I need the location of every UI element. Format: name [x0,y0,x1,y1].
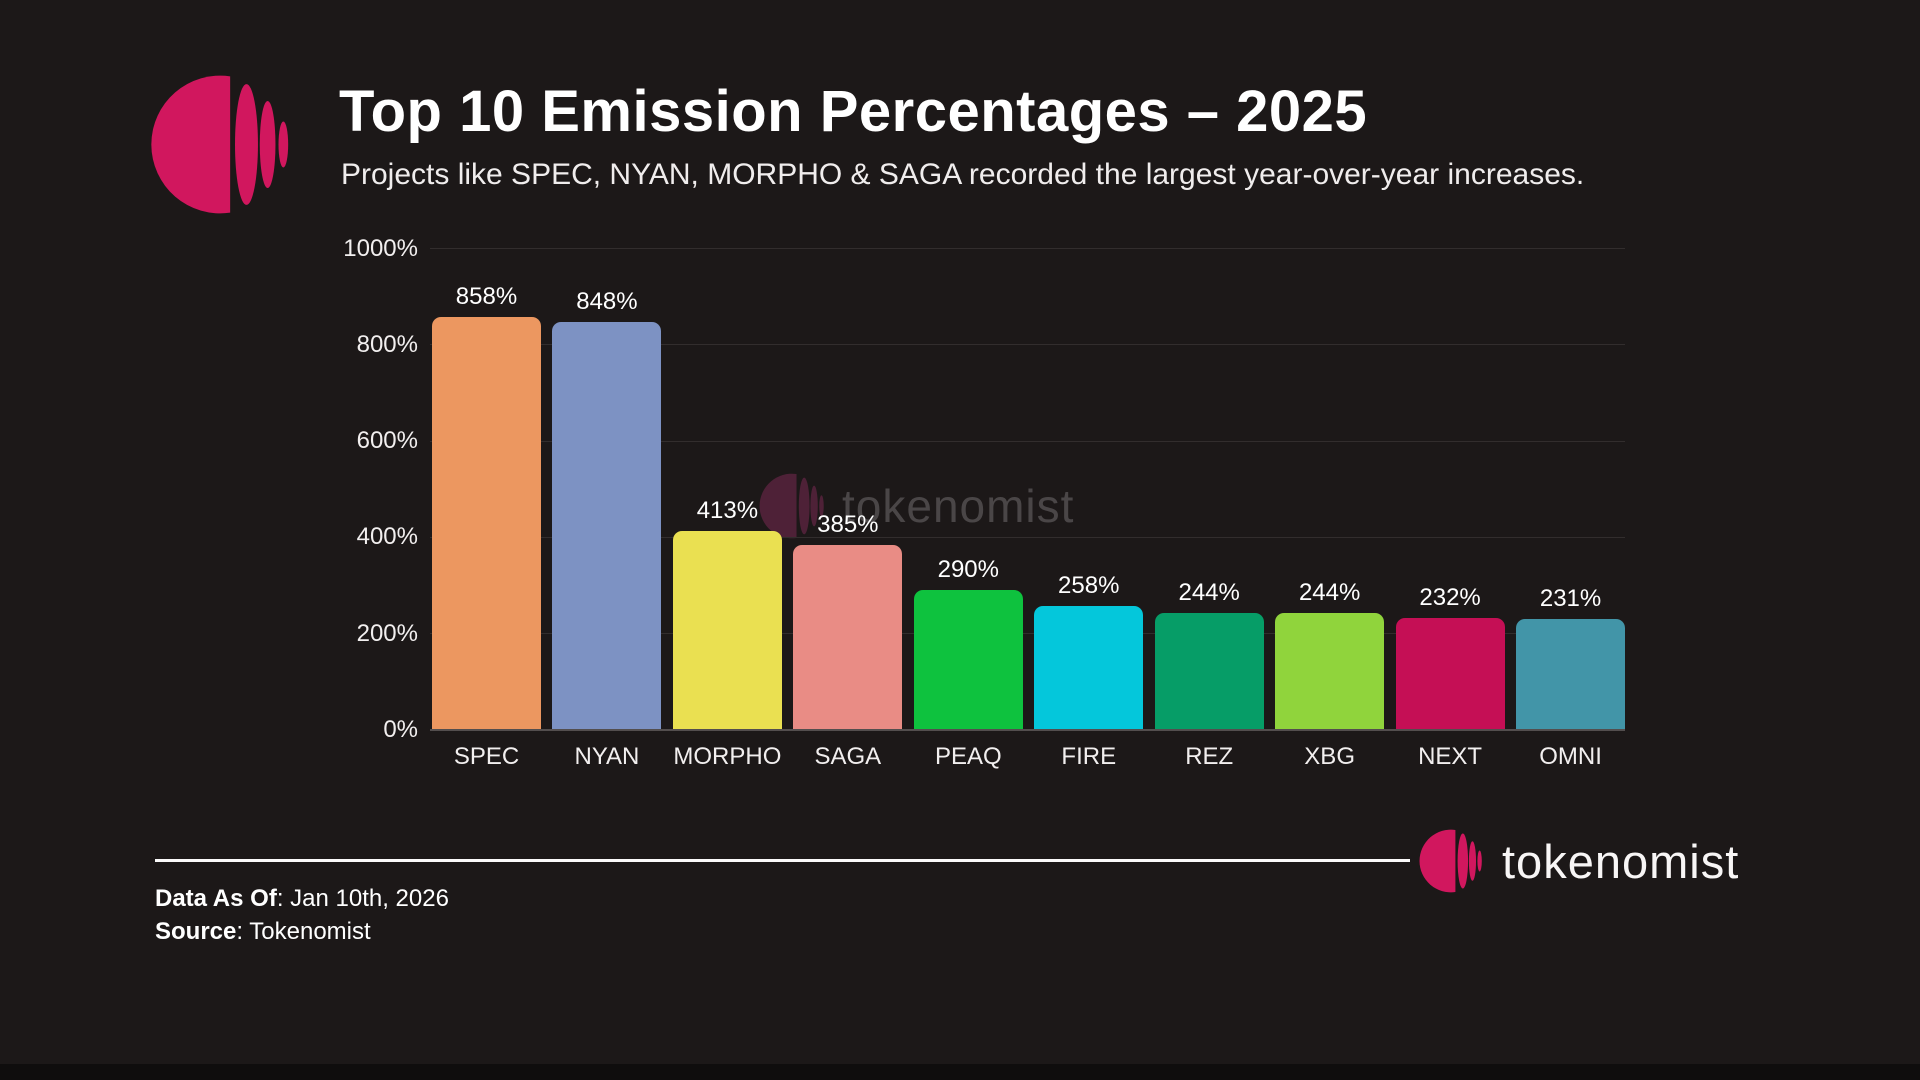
bar-value-nyan: 848% [576,287,638,315]
page-title: Top 10 Emission Percentages – 2025 [339,79,1368,144]
gridline-400 [430,536,1625,538]
x-axis-label-morpho: MORPHO [673,743,782,770]
watermark-text: tokenomist [842,480,1075,532]
bar-value-saga: 385% [817,510,879,538]
footer-meta: Data As Of: Jan 10th, 2026 Source: Token… [155,882,449,948]
data-as-of-value: : Jan 10th, 2026 [276,885,449,912]
source-value: : Tokenomist [236,918,371,945]
gridline-800 [430,344,1625,346]
x-axis-label-nyan: NYAN [574,743,640,770]
data-as-of-label: Data As Of [155,885,277,912]
footer-divider [155,859,1410,862]
bar-value-fire: 258% [1058,571,1120,599]
y-axis-label-600: 600% [356,427,418,455]
bar-value-xbg: 244% [1298,578,1361,606]
bar-value-peaq: 290% [937,556,999,584]
bar-omni [1516,618,1626,730]
x-axis-label-saga: SAGA [814,743,882,770]
y-axis-label-400: 400% [356,523,418,551]
bar-value-spec: 858% [455,282,518,310]
bar-nyan [552,321,662,730]
x-axis-label-next: NEXT [1418,743,1483,770]
bar-value-rez: 244% [1178,578,1240,606]
footer-brand: tokenomist [1418,828,1739,894]
bar-value-omni: 231% [1539,584,1602,612]
gridline-200 [430,633,1625,635]
bar-value-morpho: 413% [696,497,759,525]
y-axis-label-800: 800% [356,330,418,358]
source-label: Source [155,918,237,945]
x-axis-label-omni: OMNI [1539,743,1602,770]
bar-saga [793,544,903,730]
gridline-1000 [430,248,1625,249]
watermark: tokenomist [758,472,1074,540]
x-axis-baseline [430,729,1625,731]
page-subtitle: Projects like SPEC, NYAN, MORPHO & SAGA … [341,158,1585,191]
gridline-600 [430,440,1625,442]
footer-brand-text: tokenomist [1502,834,1740,888]
x-axis-label-spec: SPEC [453,743,520,770]
x-axis-label-rez: REZ [1185,743,1234,770]
source-text: Source: Tokenomist [155,915,449,948]
x-axis-label-peaq: PEAQ [934,743,1002,770]
x-axis-label-fire: FIRE [1061,743,1117,770]
footer-logo-icon [1419,829,1482,893]
bottom-edge-strip [0,1064,1920,1080]
bar-next [1395,618,1505,730]
y-axis-label-0: 0% [383,716,418,743]
bar-spec [432,316,541,730]
y-axis-label-200: 200% [356,619,418,647]
x-axis-label-xbg: XBG [1304,743,1355,770]
y-axis-label-1000: 1000% [343,234,418,262]
bar-xbg [1275,612,1385,730]
data-as-of-text: Data As Of: Jan 10th, 2026 [155,882,449,915]
bar-peaq [913,590,1023,730]
bar-morpho [672,531,782,730]
bar-value-next: 232% [1419,584,1481,612]
bar-rez [1154,612,1264,730]
bar-fire [1034,605,1144,730]
